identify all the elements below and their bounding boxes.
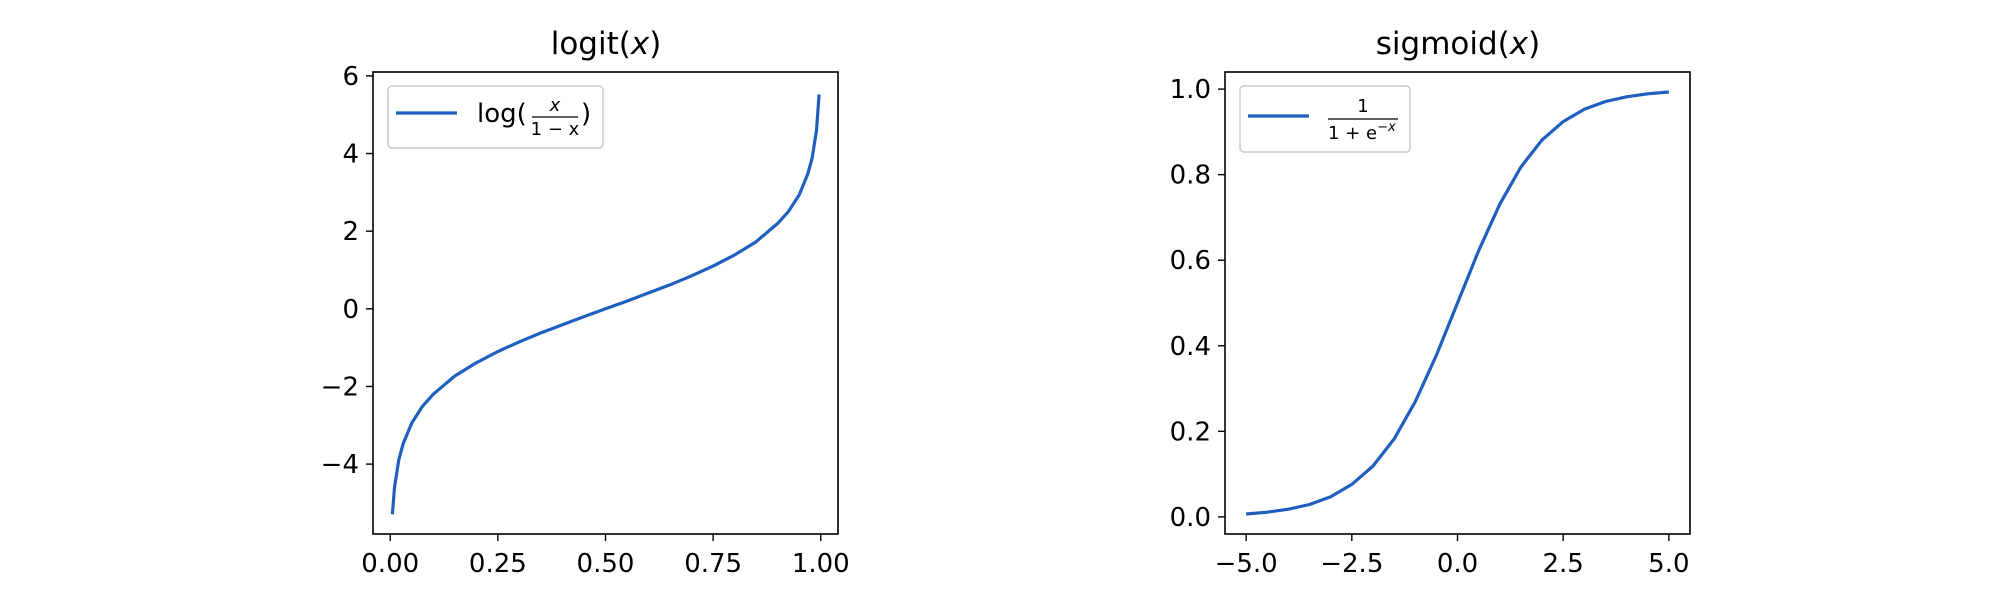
- sigmoid-x-tick-label: −2.5: [1320, 549, 1383, 579]
- logit-legend-prefix: log(: [477, 99, 527, 129]
- logit-series: [390, 94, 821, 515]
- sigmoid-x-tick-label: 0.0: [1437, 549, 1478, 579]
- sigmoid-series: [1245, 90, 1670, 516]
- logit-legend-suffix: ): [581, 99, 591, 129]
- logit-legend-denominator: 1 − x: [531, 119, 580, 140]
- logit-series-line: [390, 94, 821, 515]
- logit-chart-title: logit(x): [551, 26, 662, 62]
- sigmoid-plot-frame: [1224, 71, 1691, 535]
- sigmoid-y-tick-label: 0.0: [1170, 503, 1211, 533]
- logit-y-tick-label: 0: [342, 295, 359, 325]
- sigmoid-chart-title: sigmoid(x): [1376, 26, 1540, 62]
- logit-x-tick-label: 0.50: [577, 549, 635, 579]
- logit-plot-frame: [372, 71, 839, 535]
- logit-legend: log( x 1 − x ): [387, 85, 604, 149]
- logit-legend-numerator: x: [549, 95, 561, 116]
- sigmoid-x-tick-label: −5.0: [1215, 549, 1278, 579]
- sigmoid-legend-denominator: 1 + e−x: [1328, 120, 1396, 144]
- logit-y-tick-label: −4: [321, 450, 359, 480]
- logit-x-tick-label: 1.00: [792, 549, 850, 579]
- sigmoid-y-tick-label: 0.2: [1170, 417, 1211, 447]
- sigmoid-series-line: [1245, 90, 1670, 516]
- sigmoid-x-tick-label: 5.0: [1648, 549, 1689, 579]
- sigmoid-y-tick-label: 0.8: [1170, 161, 1211, 191]
- sigmoid-y-tick-label: 1.0: [1170, 75, 1211, 105]
- logit-y-tick-label: 2: [342, 217, 359, 247]
- logit-x-tick-label: 0.25: [469, 549, 527, 579]
- logit-x-tick-label: 0.75: [684, 549, 742, 579]
- sigmoid-legend: 1 1 + e−x: [1239, 85, 1411, 153]
- logit-panel: logit(x) 0.00 0.25 0.50 0.75 1.00 −4 −2 0 2 4 6 lo…: [321, 26, 850, 579]
- sigmoid-x-tick-label: 2.5: [1543, 549, 1584, 579]
- sigmoid-y-tick-label: 0.6: [1170, 246, 1211, 276]
- logit-y-tick-label: 6: [342, 62, 359, 92]
- sigmoid-ticks: −5.0 −2.5 0.0 2.5 5.0 0.0 0.2 0.4 0.6 0.8 1.0: [1170, 75, 1690, 579]
- logit-legend-box: [387, 85, 604, 149]
- sigmoid-panel: sigmoid(x) −5.0 −2.5 0.0 2.5 5.0 0.0 0.2 0.4 0.6…: [1170, 26, 1691, 579]
- logit-x-tick-label: 0.00: [361, 549, 419, 579]
- logit-y-tick-label: 4: [342, 140, 359, 170]
- logit-y-tick-label: −2: [321, 372, 359, 402]
- logit-ticks: 0.00 0.25 0.50 0.75 1.00 −4 −2 0 2 4 6: [321, 62, 850, 579]
- sigmoid-y-tick-label: 0.4: [1170, 332, 1211, 362]
- sigmoid-legend-numerator: 1: [1357, 96, 1368, 117]
- sigmoid-legend-box: [1239, 85, 1411, 153]
